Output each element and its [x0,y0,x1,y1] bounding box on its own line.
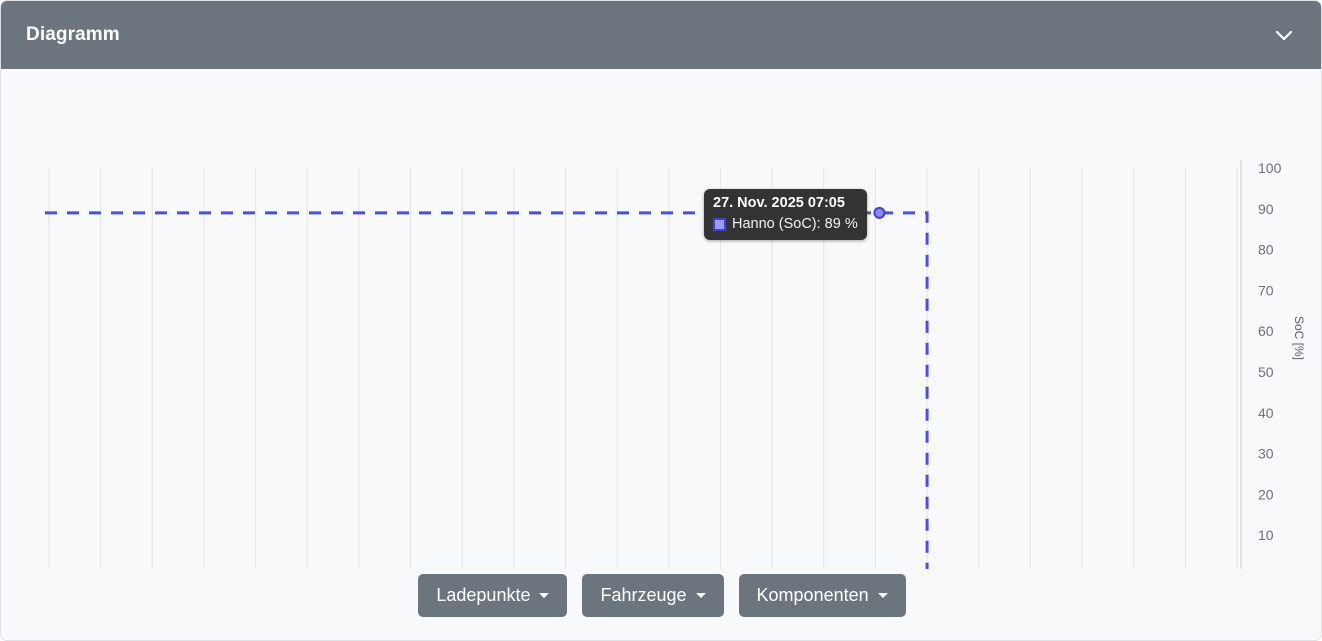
highlighted-data-point[interactable] [873,206,886,219]
card-body: 010203040506070809010000:0700:3300:5901:… [1,69,1322,640]
y-tick-label: 20 [1258,486,1274,502]
y-tick-label: 70 [1258,282,1274,298]
ladepunkte-label: Ladepunkte [436,585,531,605]
komponenten-label: Komponenten [756,585,869,605]
caret-down-icon [877,593,888,598]
y-tick-label: 30 [1258,446,1274,462]
ladepunkte-dropdown-button[interactable]: Ladepunkte [418,574,568,617]
y-tick-label: 60 [1258,323,1274,339]
y-tick-label: 90 [1258,201,1274,217]
fahrzeuge-label: Fahrzeuge [600,585,687,605]
chart-tooltip: 27. Nov. 2025 07:05 Hanno (SoC): 89 % [704,189,867,240]
tooltip-series-row: Hanno (SoC): 89 % [713,216,858,233]
y-tick-label: 50 [1258,364,1274,380]
card-header: Diagramm [1,1,1321,69]
y-axis-title: SoC [%] [1291,315,1306,361]
komponenten-dropdown-button[interactable]: Komponenten [738,574,906,617]
fahrzeuge-dropdown-button[interactable]: Fahrzeuge [582,574,724,617]
y-tick-label: 0 [1258,568,1266,569]
chart-canvas[interactable]: 010203040506070809010000:0700:3300:5901:… [1,69,1322,569]
y-tick-label: 40 [1258,405,1274,421]
tooltip-series-label: Hanno (SoC): 89 % [732,216,858,232]
caret-down-icon [695,593,706,598]
caret-down-icon [539,593,550,598]
y-tick-label: 10 [1258,527,1274,543]
series-line-hanno-soc- [45,211,929,569]
collapse-toggle-button[interactable] [1267,18,1301,52]
soc-chart[interactable]: 010203040506070809010000:0700:3300:5901:… [1,69,1322,569]
tooltip-title: 27. Nov. 2025 07:05 [713,195,845,211]
series-color-swatch [713,218,726,231]
y-tick-label: 80 [1258,242,1274,258]
y-tick-label: 100 [1258,160,1282,176]
chevron-down-icon [1272,23,1296,47]
page-title: Diagramm [26,24,120,45]
chart-filter-buttons: Ladepunkte Fahrzeuge Komponenten [1,574,1321,617]
